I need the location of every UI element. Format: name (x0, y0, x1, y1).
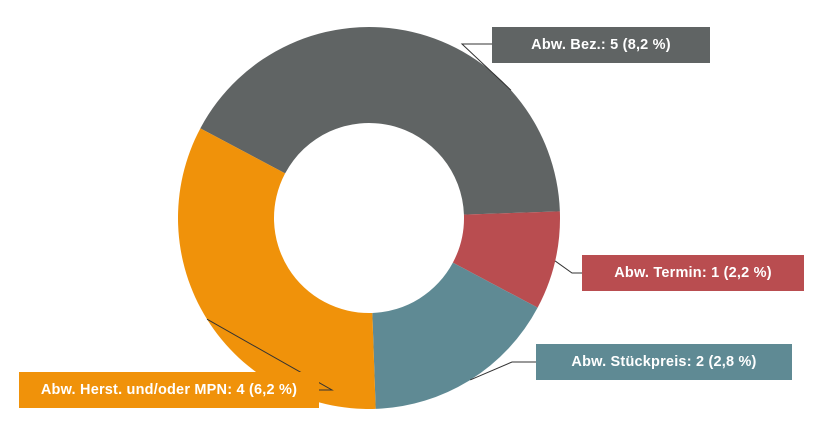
leader-abw-stueckpreis (470, 361, 536, 381)
leader-abw-bez (460, 43, 512, 91)
slice-abw-bez (200, 26, 560, 215)
donut-slices (177, 26, 560, 409)
slice-abw-stueckpreis (372, 262, 538, 409)
label-abw-stueckpreis: Abw. Stückpreis: 2 (2,8 %) (536, 344, 792, 380)
leader-abw-termin (554, 260, 582, 274)
leader-lines (206, 43, 582, 391)
label-abw-bez: Abw. Bez.: 5 (8,2 %) (492, 27, 710, 63)
slice-abw-termin (452, 211, 560, 308)
label-abw-herst-mpn: Abw. Herst. und/oder MPN: 4 (6,2 %) (19, 372, 319, 408)
label-abw-termin: Abw. Termin: 1 (2,2 %) (582, 255, 804, 291)
leader-abw-herst-mpn (206, 318, 334, 391)
slice-abw-herst-mpn (177, 128, 376, 409)
